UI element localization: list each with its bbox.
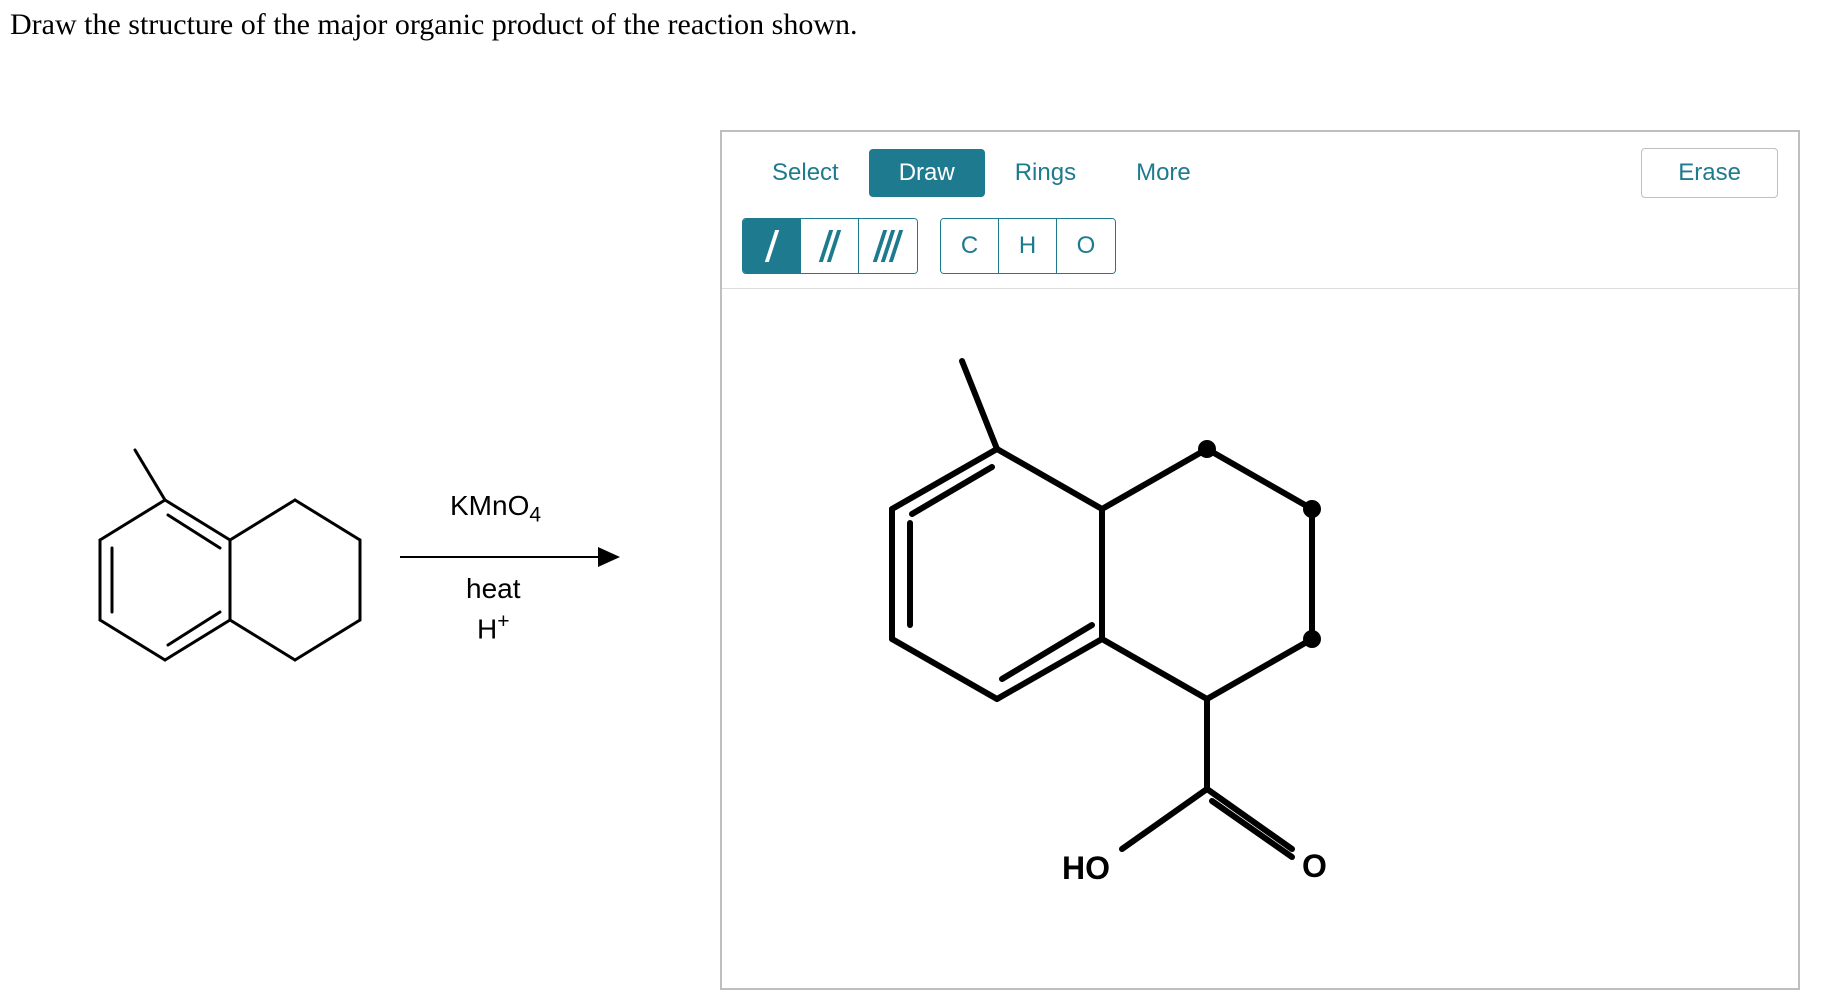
atom-tool-group: C H O <box>940 218 1116 274</box>
reaction-arrow-area: KMnO4 heat H+ <box>400 470 650 670</box>
atom-o-tool[interactable]: O <box>1057 219 1115 273</box>
arrow-head-icon <box>598 547 620 567</box>
bond-tool-group <box>742 218 918 274</box>
arrow-line <box>400 556 600 558</box>
svg-text:O: O <box>1302 848 1327 884</box>
tab-row: Select Draw Rings More Erase <box>742 148 1778 198</box>
atom-h-tool[interactable]: H <box>999 219 1057 273</box>
tab-draw[interactable]: Draw <box>869 149 985 197</box>
drawing-canvas[interactable]: HO O <box>722 289 1798 975</box>
atom-c-tool[interactable]: C <box>941 219 999 273</box>
tool-row: C H O <box>742 218 1778 274</box>
erase-button[interactable]: Erase <box>1641 148 1778 198</box>
question-text: Draw the structure of the major organic … <box>10 8 858 42</box>
triple-bond-tool[interactable] <box>859 219 917 273</box>
double-bond-tool[interactable] <box>801 219 859 273</box>
reactant-structure <box>40 420 390 770</box>
tab-more[interactable]: More <box>1106 149 1221 197</box>
reagent-top: KMnO4 <box>450 490 541 528</box>
svg-text:HO: HO <box>1062 850 1110 886</box>
tab-select[interactable]: Select <box>742 149 869 197</box>
structure-editor: Select Draw Rings More Erase C H O <box>720 130 1800 990</box>
reagent-bottom: heat H+ <box>466 570 521 648</box>
tab-rings[interactable]: Rings <box>985 149 1106 197</box>
single-bond-tool[interactable] <box>743 219 801 273</box>
editor-toolbar: Select Draw Rings More Erase C H O <box>722 132 1798 289</box>
